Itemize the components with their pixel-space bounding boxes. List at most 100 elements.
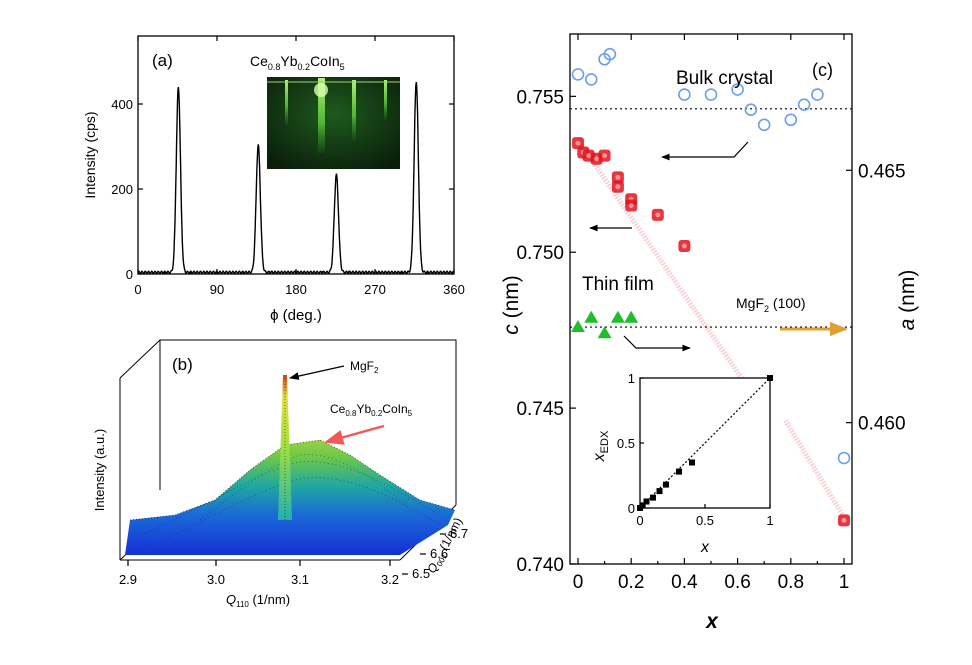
panel-c-inset-y-axis-label: xEDX xyxy=(591,430,611,462)
panel-c-inset-point xyxy=(676,468,682,475)
panel-c-inset-point xyxy=(663,481,669,488)
panel-a-intensity-curve xyxy=(137,82,455,275)
panel-c-blue-point xyxy=(571,68,585,81)
panel-c-trend-line-a xyxy=(783,419,847,519)
panel-c-x-tick-label: 0.4 xyxy=(671,572,698,593)
panel-c-red-point-highlight xyxy=(602,153,608,159)
panel-c-blue-point xyxy=(731,83,744,96)
panel-b-x-axis-label: Q110 (1/nm) xyxy=(226,592,290,609)
panel-c-red-point-highlight xyxy=(615,184,621,190)
panel-b-x-tick-label: 3.1 xyxy=(291,572,309,587)
panel-c-inset-y-tick-label: 1 xyxy=(628,371,635,386)
panel-c-inset-point xyxy=(650,494,656,501)
panel-c-inset-y-tick-label: 0.5 xyxy=(617,436,635,451)
panel-c-bulk-label: Bulk crystal xyxy=(676,68,773,89)
panel-b-label: (b) xyxy=(172,355,193,374)
panel-c-green-point xyxy=(584,310,599,323)
panel-b-y-tick-label: 6.6 xyxy=(430,546,448,561)
panel-c-inset-diagonal xyxy=(639,377,771,509)
panel-c-green-point xyxy=(610,310,625,323)
panel-c-red-point-highlight xyxy=(655,212,661,218)
panel-c-inset-y-tick-label: 0 xyxy=(628,501,635,516)
panel-a-y-axis-label: Intensity (cps) xyxy=(82,111,98,198)
panel-c-x-tick-label: 0.6 xyxy=(724,572,750,593)
panel-b-z-axis-label: Intensity (a.u.) xyxy=(92,429,107,511)
panel-c-x-tick-label: 0 xyxy=(573,572,584,593)
panel-b-mgf2-arrow xyxy=(289,365,345,380)
panel-c-inset: 0 0.5 1 0 0.5 1 xEDX x xyxy=(591,371,774,556)
panel-c-red-point-highlight xyxy=(594,156,600,162)
panel-b-x-tick-label: 3.2 xyxy=(381,572,399,587)
panel-c-blue-point xyxy=(797,98,811,111)
panel-a-title: Ce0.8Yb0.2CoIn5 xyxy=(250,53,345,72)
panel-a-x-tick-label: 180 xyxy=(285,282,307,297)
panel-c-arrow-film xyxy=(623,335,691,352)
panel-c-inset-point xyxy=(656,488,663,495)
panel-b-x-tick-label: 3.0 xyxy=(207,572,225,587)
panel-b: MgF2 Ce0.8Yb0.2CoIn5 (b) Intensity (a.u.… xyxy=(92,339,468,609)
panel-c-red-point-highlight xyxy=(841,517,847,523)
panel-c-red-point-highlight xyxy=(575,140,581,146)
panel-c-right-axis-label: a (nm) xyxy=(896,270,919,331)
panel-c-label: (c) xyxy=(812,60,833,80)
panel-c-inset-x-axis-label: x xyxy=(700,539,710,556)
panel-c-blue-point xyxy=(584,73,598,86)
panel-c-inset-ticks: 0 0.5 1 0 0.5 1 xyxy=(617,371,774,528)
panel-c-trend-line-c xyxy=(575,138,745,382)
panel-c-right-tick-label: 0.460 xyxy=(858,414,906,435)
panel-b-y-tick-label: 6.7 xyxy=(450,526,468,541)
panel-c-green-point xyxy=(597,326,612,339)
panel-c-left-tick-label: 0.755 xyxy=(516,87,564,108)
panel-c-x-tick-label: 1 xyxy=(839,572,850,593)
panel-c-red-point-highlight xyxy=(628,202,634,208)
panel-c: 0 0.2 0.4 0.6 0.8 1 0.740 0.745 0.750 0.755 0.460 0… xyxy=(500,33,919,633)
panel-a-y-tick-label: 200 xyxy=(111,182,133,197)
panel-c-inset-points xyxy=(637,375,773,511)
panel-a-x-tick-label: 360 xyxy=(443,282,465,297)
panel-c-right-tick-label: 0.465 xyxy=(858,161,906,182)
panel-c-blue-point xyxy=(811,88,824,101)
panel-c-blue-point xyxy=(837,451,851,465)
panel-c-inset-point xyxy=(689,459,695,466)
panel-c-inset-x-tick-label: 0.5 xyxy=(696,513,714,528)
panel-c-blue-point xyxy=(757,118,771,132)
panel-c-red-point-highlight xyxy=(615,174,621,180)
panel-c-blue-point xyxy=(784,113,798,127)
panel-b-y-tick-label: 6.5 xyxy=(412,566,430,581)
panel-a-label: (a) xyxy=(152,51,173,70)
panel-c-red-point-highlight xyxy=(681,243,687,249)
panel-c-inset-point xyxy=(767,375,773,381)
panel-c-mgf2-label: MgF2 (100) xyxy=(736,295,806,314)
panel-a-x-tick-label: 90 xyxy=(210,282,224,297)
panel-b-surface-mesh xyxy=(129,439,456,521)
panel-c-x-axis-label: x xyxy=(705,610,719,633)
panel-c-x-tick-label: 0.8 xyxy=(778,572,804,593)
panel-a-x-tick-label: 270 xyxy=(364,282,386,297)
panel-c-inset-x-tick-label: 1 xyxy=(766,513,773,528)
panel-b-mesh-dots xyxy=(139,454,441,546)
panel-a-x-tick-label: 0 xyxy=(134,282,141,297)
panel-c-red-point-highlight xyxy=(586,153,592,159)
panel-c-points xyxy=(570,47,851,527)
panel-c-inset-point xyxy=(639,502,646,509)
panel-c-thin-label: Thin film xyxy=(582,274,654,295)
panel-a-y-tick-label: 400 xyxy=(111,97,133,112)
panel-c-green-point xyxy=(624,310,639,323)
panel-c-arrow-bulk xyxy=(661,141,749,161)
panel-c-left-tick-label: 0.740 xyxy=(516,555,564,576)
panel-b-x-tick-label: 2.9 xyxy=(119,572,137,587)
panel-c-green-point xyxy=(570,320,585,333)
panel-b-mgf2-label: MgF2 xyxy=(350,359,379,375)
panel-c-left-tick-label: 0.745 xyxy=(516,399,564,420)
panel-c-blue-point xyxy=(744,103,758,117)
panel-a-x-axis-label: ϕ (deg.) xyxy=(270,307,322,324)
panel-c-inset-point xyxy=(643,498,650,505)
panel-b-x-ticks: 2.9 3.0 3.1 3.2 xyxy=(119,560,399,587)
panel-a-y-tick-label: 0 xyxy=(126,267,133,282)
panel-c-inset-x-tick-label: 0 xyxy=(636,513,643,528)
panel-c-x-tick-label: 0.2 xyxy=(618,572,644,593)
panel-c-blue-point xyxy=(603,47,617,61)
panel-c-ticks: 0 0.2 0.4 0.6 0.8 1 0.740 0.745 0.750 0.755 0.460 0… xyxy=(516,34,906,593)
